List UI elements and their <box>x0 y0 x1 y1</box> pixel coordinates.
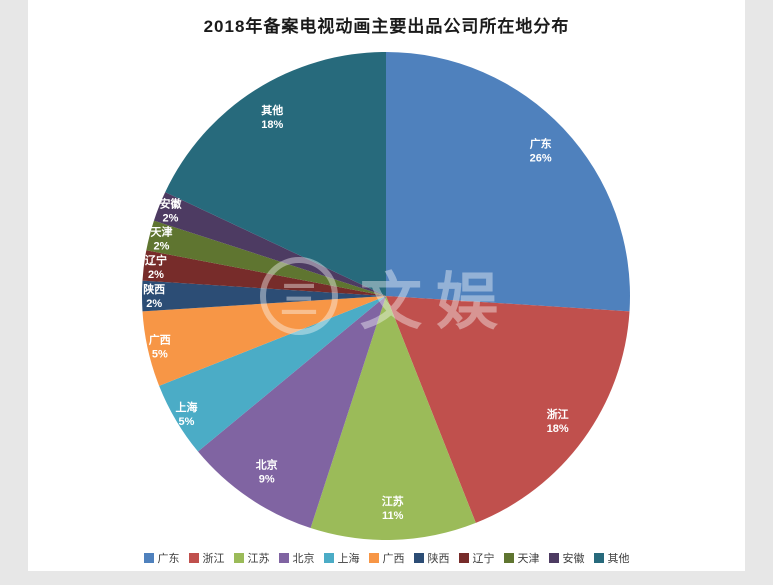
legend-item-安徽: 安徽 <box>548 550 585 566</box>
legend-swatch-icon <box>458 553 469 563</box>
pie-slice-安徽 <box>153 192 386 296</box>
pie-slice-天津 <box>146 220 386 296</box>
legend-swatch-icon <box>593 553 604 563</box>
legend-item-北京: 北京 <box>278 550 315 566</box>
legend-swatch-icon <box>503 553 514 563</box>
slice-label-陕西: 陕西 2% <box>143 282 165 310</box>
pie-slice-北京 <box>197 296 386 529</box>
legend-item-上海: 上海 <box>323 550 360 566</box>
slice-label-广东: 广东 26% <box>530 137 552 165</box>
legend-swatch-icon <box>548 553 559 563</box>
legend-swatch-icon <box>413 553 424 563</box>
legend-swatch-icon <box>323 553 334 563</box>
legend-label: 其他 <box>607 553 630 565</box>
chart-area: 广东 26% 浙江 18% 江苏 11% 北京 9% 上海 5% 广西 5% 陕西 2% 辽宁 2% 天津 2% 安… <box>28 40 745 560</box>
pie-slice-上海 <box>159 296 386 452</box>
slice-label-上海: 上海 5% <box>176 400 198 428</box>
legend-item-天津: 天津 <box>503 550 540 566</box>
pie-slice-江苏 <box>310 296 476 541</box>
legend-label: 天津 <box>517 553 540 565</box>
legend-item-广东: 广东 <box>143 550 180 566</box>
legend-swatch-icon <box>233 553 244 563</box>
legend-swatch-icon <box>188 553 199 563</box>
legend-label: 广东 <box>157 553 180 565</box>
legend-label: 陕西 <box>427 553 450 565</box>
slice-label-安徽: 安徽 2% <box>160 197 183 225</box>
legend-item-浙江: 浙江 <box>188 550 225 566</box>
legend-item-江苏: 江苏 <box>233 550 270 566</box>
slice-label-辽宁: 辽宁 2% <box>145 253 167 281</box>
slice-label-其他: 其他 18% <box>261 103 283 131</box>
slice-label-天津: 天津 2% <box>151 224 173 252</box>
legend-label: 江苏 <box>247 553 270 565</box>
legend-label: 安徽 <box>562 553 585 565</box>
slice-label-北京: 北京 9% <box>256 458 278 486</box>
slice-label-广西: 广西 5% <box>149 333 171 361</box>
pie-slice-辽宁 <box>142 250 386 296</box>
legend-item-其他: 其他 <box>593 550 630 566</box>
legend-label: 上海 <box>337 553 360 565</box>
legend-label: 北京 <box>292 553 315 565</box>
chart-title: 2018年备案电视动画主要出品公司所在地分布 <box>203 17 570 36</box>
legend: 广东 浙江 江苏 北京 上海 广西 陕西 辽宁 天津 安徽 其他 <box>28 550 745 566</box>
pie-slice-陕西 <box>141 280 386 312</box>
legend-item-辽宁: 辽宁 <box>458 550 495 566</box>
legend-label: 浙江 <box>202 553 225 565</box>
pie-slice-广西 <box>142 296 386 386</box>
legend-swatch-icon <box>278 553 289 563</box>
legend-label: 广西 <box>382 553 405 565</box>
legend-swatch-icon <box>368 553 379 563</box>
slice-label-浙江: 浙江 18% <box>547 407 569 435</box>
legend-item-陕西: 陕西 <box>413 550 450 566</box>
pie-slice-其他 <box>165 52 386 296</box>
chart-card: 2018年备案电视动画主要出品公司所在地分布 广东 26% 浙江 18% 江苏 11% 北京… <box>28 0 745 571</box>
pie-slice-广东 <box>386 52 631 312</box>
legend-item-广西: 广西 <box>368 550 405 566</box>
pie-chart: 广东 26% 浙江 18% 江苏 11% 北京 9% 上海 5% 广西 5% 陕西 2%辽宁 2%天津 2%安… <box>141 52 631 541</box>
legend-swatch-icon <box>143 553 154 563</box>
pie-slice-浙江 <box>386 296 630 523</box>
slice-label-江苏: 江苏 11% <box>382 494 404 522</box>
legend-label: 辽宁 <box>472 553 495 565</box>
